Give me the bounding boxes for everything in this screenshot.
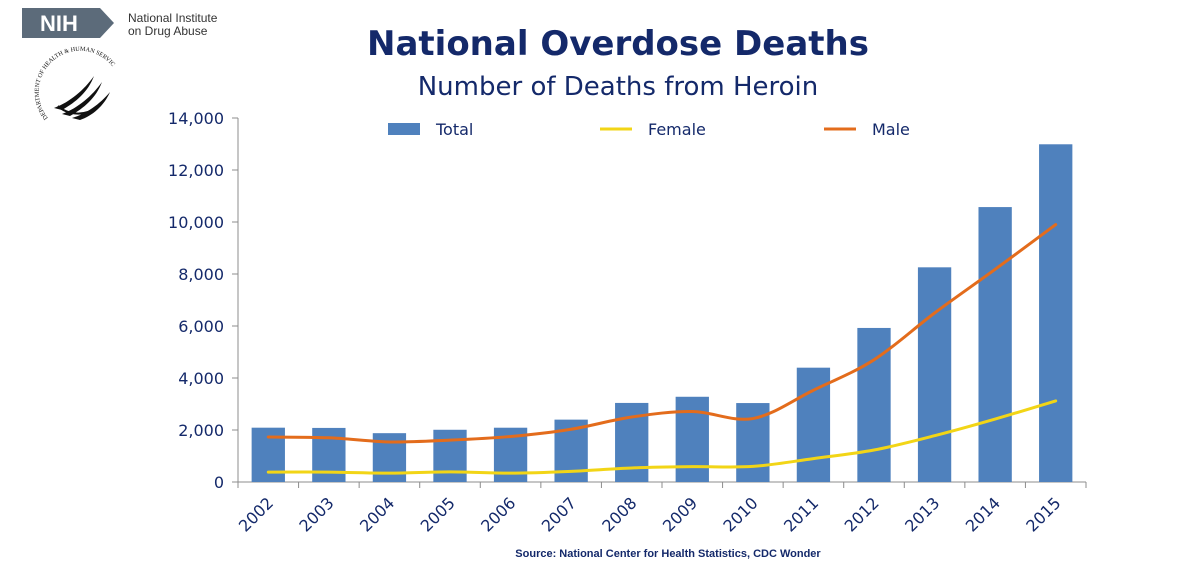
hhs-seal-icon: DEPARTMENT OF HEALTH & HUMAN SERVICES · … xyxy=(18,46,116,121)
institute-name: National Institute on Drug Abuse xyxy=(128,12,248,38)
y-tick-label: 6,000 xyxy=(178,317,224,336)
y-tick-label: 8,000 xyxy=(178,265,224,284)
y-tick-label: 0 xyxy=(214,473,224,492)
nih-logo-text: NIH xyxy=(40,11,78,36)
x-tick-label: 2009 xyxy=(659,493,701,535)
x-tick-label: 2003 xyxy=(295,493,337,535)
x-tick-label: 2011 xyxy=(780,493,822,535)
x-tick-label: 2012 xyxy=(841,493,883,535)
y-tick-label: 12,000 xyxy=(168,161,224,180)
institute-line-1: National Institute xyxy=(128,11,218,25)
legend-label-male: Male xyxy=(872,120,910,139)
chart-subtitle: Number of Deaths from Heroin xyxy=(417,72,819,102)
y-tick-label: 2,000 xyxy=(178,421,224,440)
series-line-male xyxy=(266,223,1058,444)
x-tick-label: 2008 xyxy=(598,493,640,535)
legend-label-female: Female xyxy=(648,120,706,139)
y-tick-label: 14,000 xyxy=(168,109,224,128)
source-note: Source: National Center for Health Stati… xyxy=(515,548,821,560)
nih-badge-icon: NIH xyxy=(22,8,114,38)
nih-logo: NIH National Institute on Drug Abuse xyxy=(18,6,238,42)
chart-titles: National Overdose Deaths Number of Death… xyxy=(0,20,1196,104)
x-tick-label: 2002 xyxy=(235,493,277,535)
bar-total xyxy=(433,429,467,482)
series-line-female xyxy=(266,399,1058,475)
bar-total xyxy=(1039,144,1073,482)
x-tick-label: 2007 xyxy=(538,493,580,535)
x-tick-label: 2005 xyxy=(417,493,459,535)
bar-total xyxy=(978,207,1012,483)
x-tick-label: 2013 xyxy=(901,493,943,535)
x-tick-label: 2004 xyxy=(356,493,398,535)
y-tick-label: 4,000 xyxy=(178,369,224,388)
x-tick-label: 2015 xyxy=(1022,493,1064,535)
x-tick-label: 2006 xyxy=(477,493,519,535)
x-tick-label: 2014 xyxy=(962,493,1004,535)
legend-swatch-total xyxy=(388,123,420,135)
y-tick-label: 10,000 xyxy=(168,213,224,232)
chart-title: National Overdose Deaths xyxy=(367,24,869,64)
institute-line-2: on Drug Abuse xyxy=(128,24,208,38)
x-tick-label: 2010 xyxy=(719,493,761,535)
bar-total xyxy=(675,396,709,482)
legend-label-total: Total xyxy=(435,120,473,139)
bar-total xyxy=(796,367,831,482)
bar-total xyxy=(917,267,952,482)
